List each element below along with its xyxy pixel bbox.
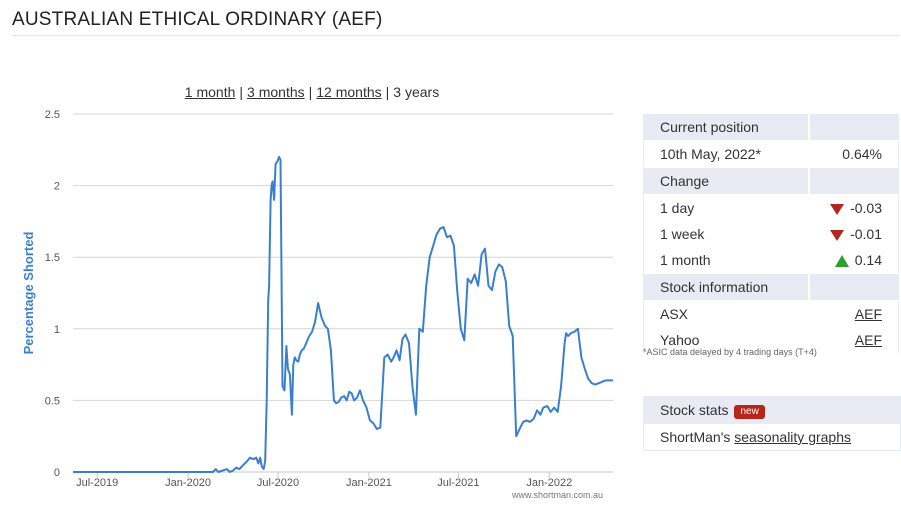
change-value: -0.01 (850, 226, 882, 242)
stock-info-row-asx: ASX AEF (643, 300, 899, 327)
title-divider (12, 35, 900, 36)
y-axis-ticks: 0 0.5 1 1.5 2 2.5 (45, 109, 60, 479)
change-header-row: Change (643, 167, 899, 195)
period-3-years-current: 3 years (393, 84, 440, 100)
x-tick-label: Jul-2019 (76, 477, 118, 489)
y-tick-label: 2 (54, 181, 60, 193)
stock-stats-prefix: ShortMan's (660, 429, 731, 445)
period-separator: | (239, 84, 244, 100)
y-axis-label: Percentage Shorted (21, 232, 36, 355)
y-tick-label: 1.5 (45, 252, 60, 264)
change-row-1-month: 1 month 0.14 (643, 247, 899, 274)
short-position-chart: 0 0.5 1 1.5 2 2.5 Jul-2019 Jan-2020 Jul-2020 Jan… (21, 109, 613, 500)
stock-info-label: ASX (643, 300, 809, 327)
period-separator: | (385, 84, 390, 100)
new-badge: new (734, 405, 765, 419)
stock-information-header-row: Stock information (643, 273, 899, 301)
period-12-months-link[interactable]: 12 months (316, 84, 382, 100)
asx-link[interactable]: AEF (854, 306, 882, 322)
current-position-header: Current position (643, 113, 809, 141)
down-arrow-icon (830, 203, 845, 215)
chart-watermark: www.shortman.com.au (511, 490, 603, 500)
stock-stats-box: Stock stats new ShortMan's seasonality gr… (643, 396, 901, 451)
y-tick-label: 0.5 (45, 395, 60, 407)
change-label: 1 week (643, 221, 809, 247)
data-delay-footnote: *ASIC data delayed by 4 trading days (T+… (643, 347, 817, 357)
x-tick-label: Jan-2022 (526, 477, 572, 489)
period-separator: | (308, 84, 313, 100)
period-selector: 1 month | 3 months | 12 months | 3 years (0, 84, 624, 100)
stock-stats-header: Stock stats new (644, 396, 900, 424)
change-row-1-week: 1 week -0.01 (643, 221, 899, 247)
stock-stats-title: Stock stats (660, 402, 729, 418)
stock-information-header: Stock information (643, 273, 809, 301)
current-position-header-row: Current position (643, 113, 899, 141)
y-tick-label: 2.5 (45, 109, 60, 121)
seasonality-graphs-link[interactable]: seasonality graphs (734, 429, 852, 445)
change-value: -0.03 (850, 200, 882, 216)
stock-info-row-yahoo: Yahoo AEF (643, 327, 899, 353)
stock-info-label: Yahoo (643, 327, 809, 353)
down-arrow-icon (830, 229, 845, 241)
change-label: 1 day (643, 194, 809, 221)
y-tick-label: 0 (54, 467, 60, 479)
up-arrow-icon (834, 255, 849, 268)
yahoo-link[interactable]: AEF (854, 332, 882, 348)
x-tick-label: Jul-2021 (437, 477, 479, 489)
change-label: 1 month (643, 247, 809, 274)
x-axis-ticks: Jul-2019 Jan-2020 Jul-2020 Jan-2021 Jul-2021… (76, 472, 572, 489)
series-line (73, 156, 613, 473)
change-header: Change (643, 167, 809, 195)
x-tick-label: Jul-2020 (257, 477, 299, 489)
stock-info-table: Current position 10th May, 2022* 0.64% C… (643, 113, 899, 353)
current-position-date: 10th May, 2022* (643, 140, 809, 168)
current-position-value: 0.64% (808, 140, 899, 168)
period-1-month-link[interactable]: 1 month (184, 84, 236, 100)
page-title: AUSTRALIAN ETHICAL ORDINARY (AEF) (12, 9, 383, 30)
x-tick-label: Jan-2020 (165, 477, 211, 489)
period-3-months-link[interactable]: 3 months (247, 84, 305, 100)
change-row-1-day: 1 day -0.03 (643, 194, 899, 221)
x-tick-label: Jan-2021 (346, 477, 392, 489)
chart-gridlines (73, 113, 613, 473)
current-position-row: 10th May, 2022* 0.64% (643, 140, 899, 168)
stock-stats-body: ShortMan's seasonality graphs (644, 424, 900, 450)
y-tick-label: 1 (54, 324, 60, 336)
change-value: 0.14 (854, 252, 882, 268)
